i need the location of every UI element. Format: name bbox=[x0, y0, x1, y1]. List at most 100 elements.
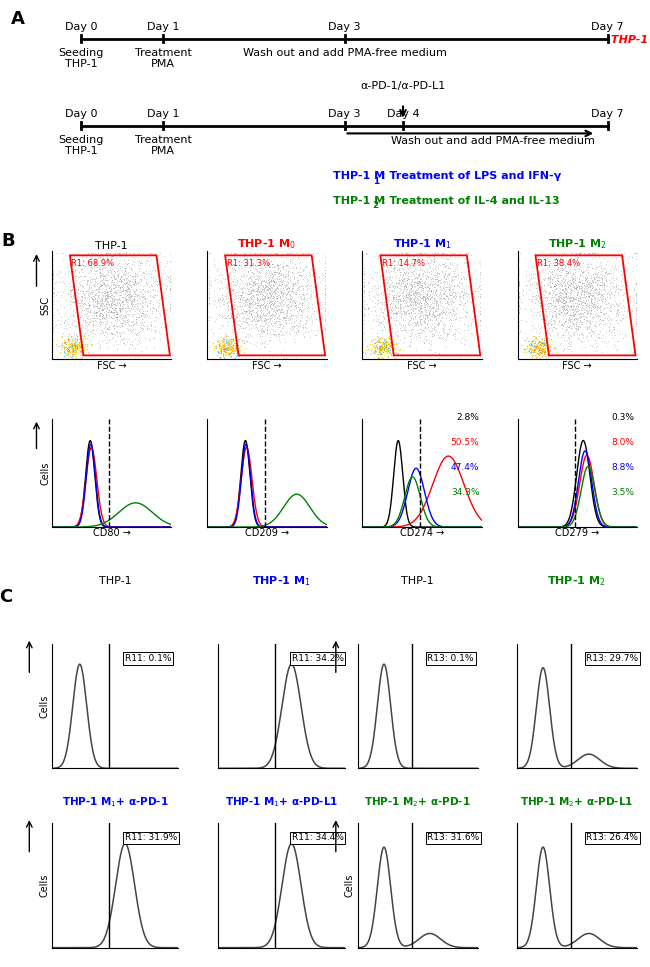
Point bbox=[534, 337, 545, 353]
Point bbox=[553, 285, 564, 301]
Point bbox=[563, 264, 573, 279]
Point bbox=[379, 309, 389, 325]
Point bbox=[102, 300, 112, 315]
Point bbox=[388, 348, 398, 364]
Point bbox=[400, 321, 410, 337]
Point bbox=[265, 274, 275, 289]
Point bbox=[67, 270, 77, 285]
Point bbox=[582, 278, 592, 293]
Point bbox=[131, 328, 141, 343]
Point bbox=[575, 312, 585, 328]
Point bbox=[111, 272, 121, 287]
Point bbox=[272, 294, 282, 309]
Point bbox=[103, 263, 113, 278]
Point bbox=[413, 304, 424, 319]
Point bbox=[598, 302, 608, 317]
Point bbox=[438, 317, 448, 333]
Point bbox=[525, 281, 535, 297]
Point bbox=[380, 245, 390, 260]
Point bbox=[88, 322, 98, 337]
Point bbox=[240, 278, 251, 293]
Point bbox=[401, 289, 411, 305]
Point bbox=[228, 340, 239, 356]
Point bbox=[528, 342, 538, 358]
Point bbox=[534, 335, 544, 350]
Point bbox=[101, 267, 111, 282]
Point bbox=[598, 291, 608, 307]
Point bbox=[460, 328, 471, 343]
Point bbox=[101, 312, 112, 328]
Point bbox=[549, 291, 560, 307]
Point bbox=[294, 255, 304, 271]
Point bbox=[144, 292, 155, 308]
Point bbox=[567, 272, 577, 287]
Point bbox=[387, 301, 398, 316]
Point bbox=[521, 338, 531, 354]
Point bbox=[320, 321, 330, 337]
Point bbox=[246, 288, 256, 304]
Point bbox=[419, 245, 429, 260]
Point bbox=[70, 336, 80, 351]
Point bbox=[522, 278, 532, 293]
Point bbox=[297, 304, 307, 319]
Point bbox=[403, 302, 413, 317]
Point bbox=[241, 334, 252, 349]
Point bbox=[421, 282, 432, 298]
Point bbox=[133, 287, 144, 303]
Text: B: B bbox=[2, 232, 16, 249]
Point bbox=[589, 294, 599, 309]
Point bbox=[380, 341, 390, 357]
Point bbox=[140, 308, 150, 323]
Point bbox=[295, 313, 306, 329]
Point bbox=[434, 350, 445, 366]
Point bbox=[391, 290, 401, 306]
Point bbox=[601, 246, 611, 261]
Point bbox=[146, 278, 156, 293]
Point bbox=[107, 287, 118, 303]
Point bbox=[583, 306, 593, 321]
Point bbox=[57, 274, 68, 289]
Point bbox=[224, 345, 235, 361]
Point bbox=[80, 296, 90, 311]
Point bbox=[554, 252, 565, 268]
Point bbox=[60, 336, 70, 351]
Point bbox=[429, 253, 439, 269]
Point bbox=[571, 320, 581, 336]
Point bbox=[293, 273, 304, 288]
Point bbox=[620, 281, 630, 297]
Point bbox=[68, 294, 78, 309]
Point bbox=[78, 338, 88, 354]
Point bbox=[567, 305, 578, 320]
Point bbox=[207, 337, 217, 352]
Point bbox=[60, 339, 71, 355]
Point bbox=[373, 286, 384, 302]
Point bbox=[546, 337, 556, 352]
Point bbox=[554, 289, 564, 305]
Point bbox=[435, 306, 445, 321]
Point bbox=[77, 331, 88, 346]
Point bbox=[271, 313, 281, 329]
Point bbox=[552, 293, 563, 308]
Point bbox=[595, 315, 605, 331]
Point bbox=[571, 304, 582, 319]
Point bbox=[420, 288, 430, 304]
Point bbox=[243, 281, 254, 297]
Point bbox=[428, 277, 439, 292]
Point bbox=[466, 326, 476, 341]
Point bbox=[144, 245, 154, 260]
Point bbox=[572, 287, 582, 303]
Point bbox=[310, 278, 320, 293]
Point bbox=[379, 346, 389, 362]
Point bbox=[122, 300, 133, 315]
Point bbox=[554, 282, 564, 298]
Point bbox=[415, 311, 425, 327]
Point bbox=[366, 343, 376, 359]
Point bbox=[417, 288, 428, 304]
Point bbox=[294, 253, 305, 269]
Point bbox=[415, 246, 425, 261]
Point bbox=[258, 308, 268, 323]
Point bbox=[430, 295, 441, 310]
Point bbox=[422, 268, 433, 283]
Point bbox=[109, 296, 120, 311]
Point bbox=[245, 278, 255, 294]
